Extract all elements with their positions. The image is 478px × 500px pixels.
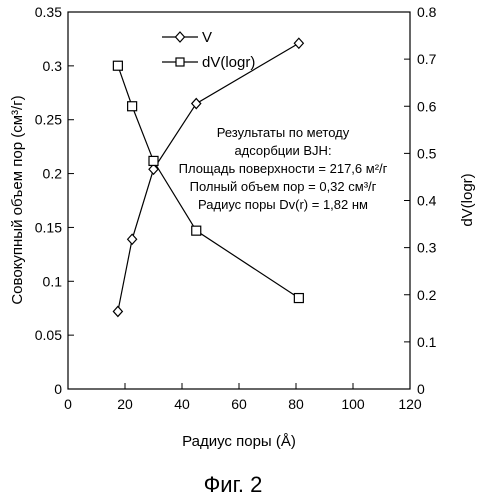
series-line-v (117, 42, 300, 312)
legend-marker-diamond (174, 31, 186, 43)
data-point-v (190, 97, 202, 110)
data-point-dv-logr (148, 155, 159, 167)
annotation-line-1: Результаты по методу (217, 125, 350, 140)
y-right-tick-label: 0.1 (417, 334, 437, 350)
annotation-line-4: Полный объем пор = 0,32 см³/г (190, 179, 377, 194)
y-right-axis-label: dV(logr) (459, 173, 476, 226)
x-tick-label: 100 (341, 396, 365, 412)
y-left-tick-label: 0.05 (35, 327, 62, 343)
annotation-line-5: Радиус поры Dv(r) = 1,82 нм (198, 197, 368, 212)
data-point-v (112, 305, 124, 318)
y-right-tick-label: 0.4 (417, 193, 437, 209)
bjh-annotation: Результаты по методу адсорбции BJH: Площ… (179, 125, 388, 212)
y-left-tick-label: 0 (54, 381, 62, 397)
y-left-tick-label: 0.25 (35, 112, 62, 128)
y-right-tick-label: 0.2 (417, 287, 437, 303)
x-tick-label: 80 (288, 396, 304, 412)
y-right-tick-label: 0.8 (417, 4, 437, 20)
data-point-dv-logr (112, 60, 123, 71)
data-point-dv-logr (293, 292, 304, 304)
y-left-tick-label: 0.35 (35, 4, 62, 20)
y-left-tick-label: 0.1 (43, 273, 63, 289)
data-point-v (293, 37, 305, 50)
x-tick-label: 60 (231, 396, 247, 412)
y-left-tick-label: 0.15 (35, 219, 62, 235)
data-point-dv-logr (191, 225, 202, 236)
legend-label-v: V (202, 29, 212, 46)
x-tick-label: 20 (117, 396, 133, 412)
y-right-tick-label: 0 (417, 381, 425, 397)
annotation-line-2: адсорбции BJH: (234, 143, 331, 158)
y-left-tick-label: 0.3 (43, 58, 63, 74)
annotation-line-3: Площадь поверхности = 217,6 м²/г (179, 161, 388, 176)
y-right-tick-label: 0.5 (417, 145, 437, 161)
legend-marker-square (175, 57, 185, 67)
y-right-tick-label: 0.6 (417, 98, 437, 114)
data-point-v (148, 163, 159, 176)
x-tick-label: 0 (64, 396, 72, 412)
y-right-tick-label: 0.3 (417, 240, 437, 256)
x-axis-label: Радиус поры (Å) (182, 433, 296, 450)
figure-caption: Фиг. 2 (204, 472, 263, 497)
x-tick-label: 40 (174, 396, 190, 412)
y-left-axis-label: Совокупный объем пор (см³/г) (9, 95, 26, 304)
data-point-v (126, 233, 138, 246)
y-left-tick-label: 0.2 (43, 166, 63, 182)
legend-label-dv: dV(logr) (202, 54, 255, 71)
legend: V dV(logr) (162, 29, 255, 71)
x-tick-label: 120 (398, 396, 422, 412)
data-point-dv-logr (127, 101, 138, 112)
y-right-tick-label: 0.7 (417, 51, 437, 67)
